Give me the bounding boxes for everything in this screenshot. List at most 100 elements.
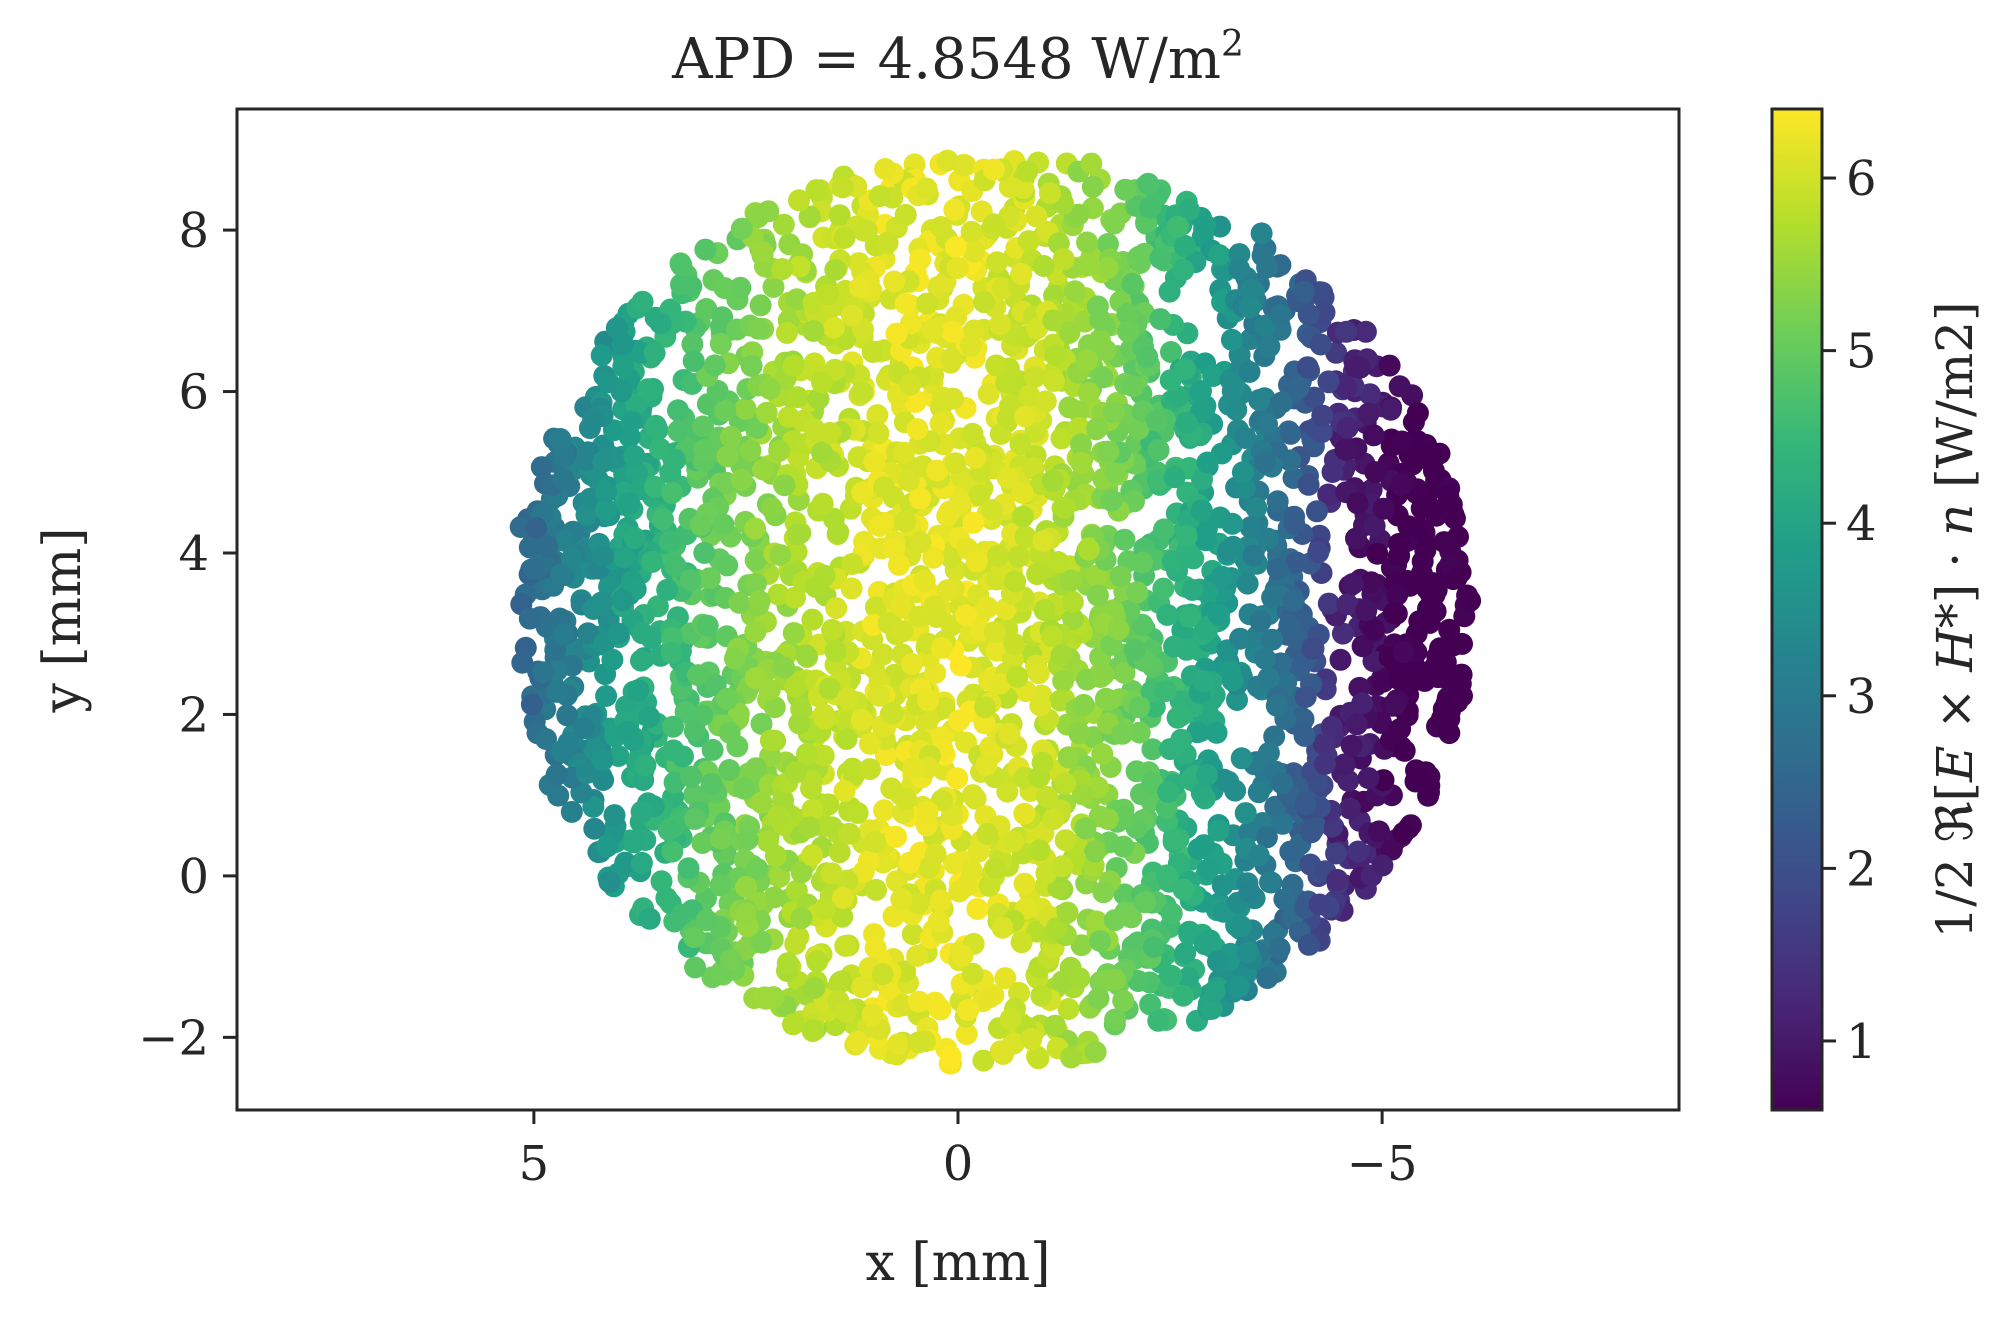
colorbar-tick-label: 4 [1846, 496, 1877, 552]
scatter-point [637, 378, 659, 401]
scatter-point [1145, 409, 1168, 432]
scatter-point [827, 521, 850, 544]
scatter-point [1345, 527, 1367, 550]
scatter-point [744, 620, 767, 643]
scatter-point [1228, 258, 1251, 281]
scatter-point [1096, 257, 1119, 280]
scatter-point [861, 340, 884, 363]
scatter-point [929, 412, 952, 435]
scatter-point [864, 596, 887, 619]
scatter-point [1067, 203, 1090, 226]
scatter-point [684, 807, 707, 830]
scatter-point [1202, 365, 1225, 387]
scatter-point [719, 948, 742, 971]
scatter-point [1028, 839, 1051, 862]
scatter-point [1362, 618, 1385, 641]
scatter-point [983, 621, 1006, 644]
scatter-point [959, 334, 982, 357]
scatter-point [1084, 840, 1107, 863]
scatter-point [922, 546, 945, 569]
scatter-point [1120, 906, 1143, 929]
scatter-point [814, 897, 836, 920]
scatter-point [864, 831, 887, 854]
scatter-point [917, 689, 940, 712]
scatter-point [1177, 198, 1200, 221]
scatter-point [607, 622, 630, 645]
scatter-point [1259, 871, 1281, 894]
scatter-point [1142, 936, 1165, 958]
scatter-point [1459, 589, 1482, 612]
scatter-point [652, 508, 674, 531]
scatter-point [1313, 753, 1336, 775]
scatter-point [518, 536, 541, 559]
scatter-point [1251, 244, 1274, 267]
scatter-point [1070, 451, 1093, 474]
scatter-point [763, 886, 786, 909]
scatter-point [890, 596, 913, 619]
scatter-point [996, 466, 1019, 489]
scatter-point [1050, 427, 1073, 450]
scatter-point [999, 1008, 1022, 1030]
scatter-point [1007, 545, 1030, 568]
scatter-point [1128, 721, 1151, 744]
scatter-point [1357, 402, 1380, 425]
scatter-point [1156, 603, 1179, 626]
scatter-point [785, 540, 808, 563]
scatter-point [975, 754, 998, 776]
scatter-point [825, 597, 848, 620]
scatter-point [595, 685, 618, 707]
scatter-point [806, 950, 829, 973]
scatter-point [657, 819, 680, 842]
scatter-point [982, 213, 1005, 236]
scatter-point [817, 283, 839, 306]
scatter-point [876, 231, 899, 254]
scatter-point [703, 354, 726, 377]
scatter-point [976, 822, 999, 845]
scatter-point [946, 767, 969, 790]
scatter-point [890, 888, 913, 911]
scatter-point [1092, 881, 1115, 904]
x-axis-label: x [mm] [865, 1233, 1050, 1293]
scatter-point [752, 458, 774, 481]
scatter-point [848, 276, 871, 299]
scatter-point [595, 498, 618, 521]
scatter-point [1102, 401, 1125, 424]
scatter-point [627, 679, 650, 702]
scatter-point [1178, 920, 1201, 943]
scatter-point [1397, 515, 1420, 538]
scatter-point [964, 447, 987, 469]
scatter-point [1192, 670, 1215, 693]
scatter-point [1389, 718, 1412, 740]
scatter-point [1072, 693, 1095, 716]
scatter-point [1158, 280, 1181, 303]
scatter-point [782, 1013, 804, 1036]
scatter-point [1100, 489, 1123, 512]
scatter-point [1222, 535, 1245, 558]
scatter-point [906, 418, 929, 441]
scatter-point [1335, 320, 1358, 343]
scatter-point [656, 578, 679, 601]
scatter-point [1040, 625, 1063, 648]
scatter-point [677, 857, 700, 880]
scatter-point [1250, 222, 1273, 245]
scatter-point [1271, 391, 1293, 414]
scatter-point [943, 852, 966, 875]
scatter-point [946, 257, 969, 280]
scatter-point [601, 648, 624, 671]
scatter-point [1039, 182, 1061, 205]
scatter-point [767, 583, 790, 606]
scatter-point [763, 696, 786, 719]
scatter-point [714, 399, 737, 422]
scatter-point [859, 732, 881, 755]
scatter-point [1012, 177, 1035, 200]
scatter-point [1346, 492, 1369, 515]
scatter-point [1230, 747, 1253, 770]
scatter-point [1127, 417, 1150, 440]
scatter-point [1088, 328, 1111, 351]
scatter-point [784, 675, 807, 698]
scatter-point [944, 452, 967, 475]
scatter-point [1104, 461, 1127, 484]
scatter-point [1200, 997, 1223, 1020]
scatter-point [872, 476, 895, 499]
scatter-point [984, 857, 1007, 880]
